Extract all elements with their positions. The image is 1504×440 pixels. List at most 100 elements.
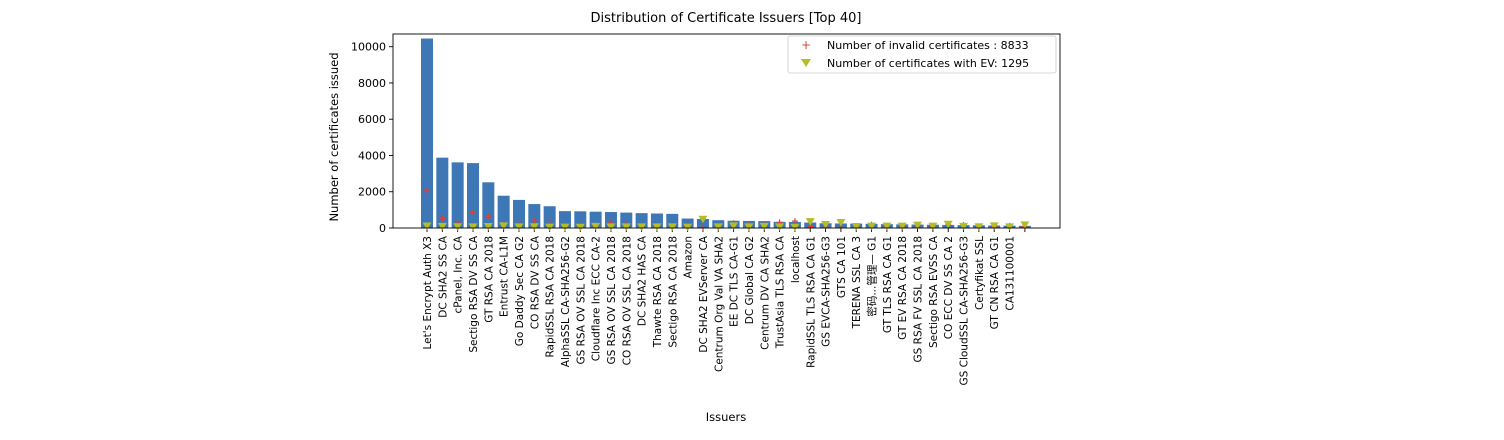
ev-marker — [483, 223, 493, 231]
x-tick-label: Centrum Org Val VA SHA2 — [713, 236, 725, 372]
x-tick-label: Certyfikat SSL — [974, 236, 986, 310]
x-tick-label: GT CN RSA CA G1 — [989, 236, 1001, 329]
ev-marker — [468, 223, 478, 231]
ev-marker — [867, 222, 877, 231]
y-tick-label: 6000 — [358, 113, 386, 126]
x-tick-label: Let's Encrypt Auth X3 — [422, 236, 434, 349]
invalid-marker — [485, 213, 492, 220]
x-tick-label: cPanel, Inc. CA — [453, 235, 465, 313]
ev-marker — [775, 223, 785, 231]
invalid-marker — [546, 218, 553, 225]
x-tick-label: GS EVCA-SHA256-G3 — [821, 236, 833, 347]
ev-marker — [1020, 221, 1030, 229]
ev-marker — [514, 223, 524, 231]
x-tick-label: GS CloudSSL CA-SHA256-G3 — [959, 236, 971, 386]
ev-marker — [729, 222, 739, 230]
ev-marker — [422, 222, 432, 231]
x-tick-label: TERENA SSL CA 3 — [851, 236, 863, 329]
ev-marker — [744, 223, 754, 231]
ev-marker — [974, 223, 984, 231]
ev-marker — [560, 223, 570, 232]
x-tick-label: GS RSA OV SSL CA 2018 — [575, 236, 587, 365]
bar — [497, 195, 510, 228]
invalid-marker — [531, 218, 538, 225]
ev-marker — [790, 223, 800, 232]
x-tick-label: TrustAsia TLS RSA CA — [775, 235, 787, 349]
ev-marker — [959, 222, 969, 231]
legend: + Number of invalid certificates : 8833 … — [787, 35, 1057, 74]
ev-marker — [713, 223, 723, 231]
x-tick-label: GT RSA CA 2018 — [483, 236, 495, 323]
x-tick-label: AlphaSSL CA-SHA256-G2 — [560, 236, 572, 367]
bar — [528, 204, 541, 228]
ev-marker — [606, 223, 616, 231]
chart-title: Distribution of Certificate Issuers [Top… — [591, 11, 862, 26]
ev-marker — [928, 222, 938, 231]
ev-marker — [698, 215, 708, 224]
x-tick-label: localhost — [790, 236, 802, 283]
ev-marker — [637, 223, 647, 231]
x-tick-label: Sectigo RSA CA 2018 — [667, 236, 679, 348]
ev-marker — [1005, 223, 1015, 231]
invalid-marker — [439, 215, 446, 222]
x-tick-label: DC SHA2 HAS CA — [637, 235, 649, 326]
ev-marker — [621, 223, 631, 231]
x-tick-label: GS RSA FV SSL CA 2018 — [913, 236, 925, 362]
ev-marker — [836, 219, 846, 227]
y-tick-label: 4000 — [358, 149, 386, 162]
ev-marker — [652, 223, 662, 231]
ev-marker — [453, 223, 463, 231]
invalid-marker — [424, 187, 430, 194]
ev-marker — [575, 223, 585, 232]
legend-box — [787, 35, 1057, 74]
legend-triangle-icon — [801, 59, 811, 67]
x-tick-label: Thawte RSA CA 2018 — [652, 236, 664, 348]
y-tick-label: 8000 — [358, 77, 386, 90]
x-tick-label: 密码...管理— G1 — [866, 236, 879, 317]
x-tick-label: GS RSA OV SSL CA 2018 — [606, 236, 618, 365]
ev-marker — [437, 222, 447, 231]
x-tick-label: CA131100001 — [1005, 236, 1017, 311]
bar — [696, 218, 709, 228]
ev-marker — [759, 222, 769, 231]
x-tick-label: Sectigo RSA DV SS CA — [468, 235, 480, 352]
ev-marker — [821, 221, 831, 229]
bar — [466, 163, 479, 228]
invalid-marker — [469, 209, 476, 216]
x-tick-label: GTS CA 101 — [836, 236, 848, 298]
x-tick-label: Cloudflare Inc ECC CA-2 — [591, 236, 603, 361]
ev-marker — [882, 222, 892, 231]
x-tick-label: CO RSA DV SS CA — [529, 235, 541, 329]
legend-plus-icon: + — [801, 38, 811, 52]
ev-marker — [591, 222, 601, 231]
bar — [482, 182, 495, 228]
ev-marker — [667, 223, 677, 231]
x-tick-label: DC Global CA G2 — [744, 236, 756, 324]
x-tick-label: GT EV RSA CA 2018 — [897, 236, 909, 340]
bar — [512, 199, 525, 228]
ev-marker — [851, 223, 861, 231]
x-tick-label: RapidSSL TLS RSA CA G1 — [805, 236, 817, 368]
ev-marker — [683, 223, 693, 232]
ev-marker — [897, 222, 907, 231]
x-tick-label: DC SHA2 SS CA — [437, 235, 449, 318]
x-tick-label: Amazon — [683, 236, 695, 278]
legend-invalid-label: Number of invalid certificates : 8833 — [827, 39, 1029, 52]
x-tick-label: Entrust CA-L1M — [499, 236, 511, 317]
y-tick-label: 10000 — [351, 41, 386, 54]
y-tick-label: 0 — [379, 222, 386, 235]
bar — [543, 206, 556, 228]
bar — [436, 157, 449, 228]
ev-marker — [529, 223, 539, 231]
bar — [421, 38, 433, 228]
x-tick-label: Centrum DV CA SHA2 — [759, 236, 771, 350]
x-tick-label: CO RSA OV SSL CA 2018 — [621, 236, 633, 365]
invalid-marker — [791, 218, 798, 225]
x-tick-label: Go Daddy Sec CA G2 — [514, 236, 526, 346]
ev-marker — [989, 222, 999, 230]
y-axis-label: Number of certificates issued — [327, 52, 341, 221]
legend-ev-label: Number of certificates with EV: 1295 — [827, 57, 1029, 70]
ev-marker — [499, 222, 509, 230]
x-tick-label: GT TLS RSA CA G1 — [882, 236, 894, 333]
